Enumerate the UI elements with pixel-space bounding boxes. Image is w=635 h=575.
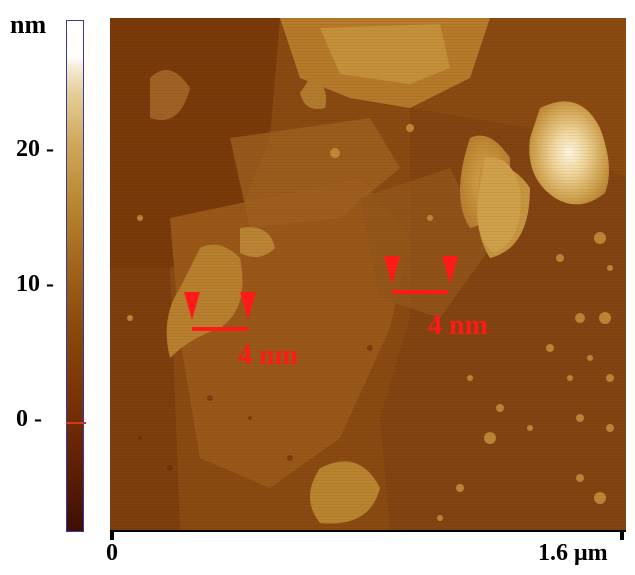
colorbar-tick-0: 0 - <box>16 406 42 432</box>
annotation-label-left: 4 nm <box>238 340 298 371</box>
step-height-annotation-right: 4 nm <box>384 256 488 341</box>
height-colorbar <box>66 20 84 532</box>
step-height-annotation-left: 4 nm <box>184 292 298 371</box>
x-axis-start-label: 0 <box>106 540 118 566</box>
x-axis-end-label: 1.6 μm <box>538 540 608 566</box>
annotation-label-right: 4 nm <box>428 310 488 341</box>
colorbar-unit: nm <box>10 10 47 39</box>
afm-topography-image: 4 nm 4 nm <box>110 18 626 530</box>
colorbar-zero-marker <box>66 422 86 424</box>
colorbar-tick-10: 10 - <box>16 271 54 297</box>
colorbar-tick-20: 20 - <box>16 136 54 162</box>
x-tick-start <box>110 530 114 540</box>
x-tick-end <box>620 530 624 540</box>
x-axis-line <box>110 530 626 532</box>
